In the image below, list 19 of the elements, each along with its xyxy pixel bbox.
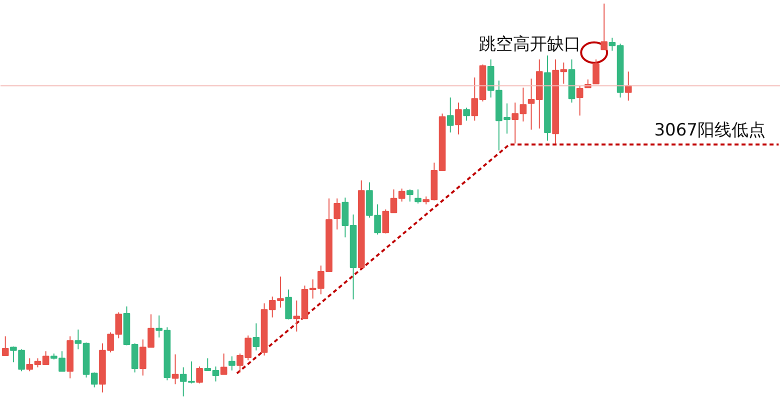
candlestick: [196, 366, 203, 384]
candlestick: [228, 356, 236, 371]
candlestick: [463, 107, 470, 122]
candlestick: [2, 336, 9, 356]
candlestick: [600, 3, 608, 50]
candlestick: [624, 71, 632, 102]
candlestick: [455, 102, 462, 135]
text: 3067阳线低点: [654, 120, 766, 141]
candlestick: [446, 97, 454, 133]
candlestick: [285, 289, 292, 320]
candlestick: [406, 188, 414, 202]
annotation: 跳空高开缺口: [479, 34, 582, 55]
candlestick: [592, 58, 600, 84]
candlestick: [252, 322, 260, 351]
candlestick: [220, 353, 228, 375]
candlestick: [172, 354, 179, 385]
candlestick: [414, 188, 422, 204]
candlestick: [576, 85, 584, 116]
candlestick: [334, 198, 341, 230]
